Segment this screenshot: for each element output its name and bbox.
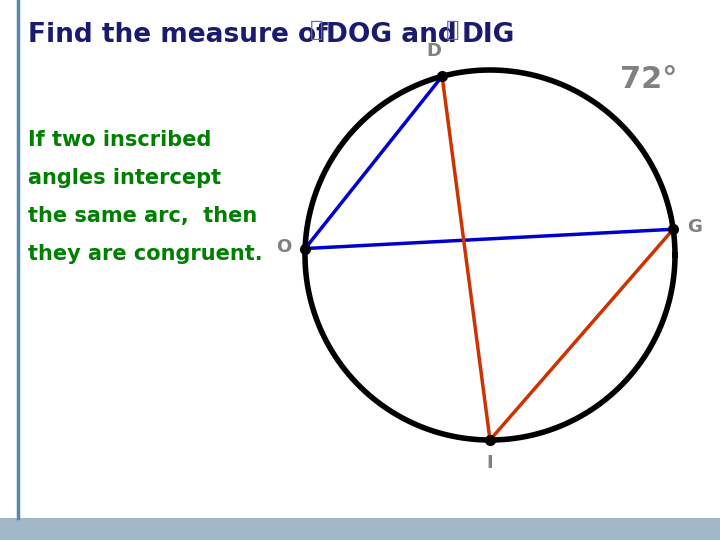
Text: Find the measure of: Find the measure of bbox=[28, 22, 337, 48]
Text: ⌢: ⌢ bbox=[310, 20, 323, 40]
Text: G: G bbox=[687, 218, 702, 237]
Text: 72°: 72° bbox=[620, 65, 678, 94]
Text: DIG: DIG bbox=[462, 22, 516, 48]
Text: DOG and: DOG and bbox=[326, 22, 466, 48]
Text: I: I bbox=[487, 454, 493, 472]
Text: If two inscribed: If two inscribed bbox=[28, 130, 212, 150]
Text: O: O bbox=[276, 238, 291, 255]
Text: angles intercept: angles intercept bbox=[28, 168, 221, 188]
Text: ⌢: ⌢ bbox=[446, 20, 459, 40]
Text: D: D bbox=[427, 42, 441, 60]
Text: the same arc,  then: the same arc, then bbox=[28, 206, 257, 226]
Text: they are congruent.: they are congruent. bbox=[28, 244, 263, 264]
FancyBboxPatch shape bbox=[0, 518, 720, 540]
